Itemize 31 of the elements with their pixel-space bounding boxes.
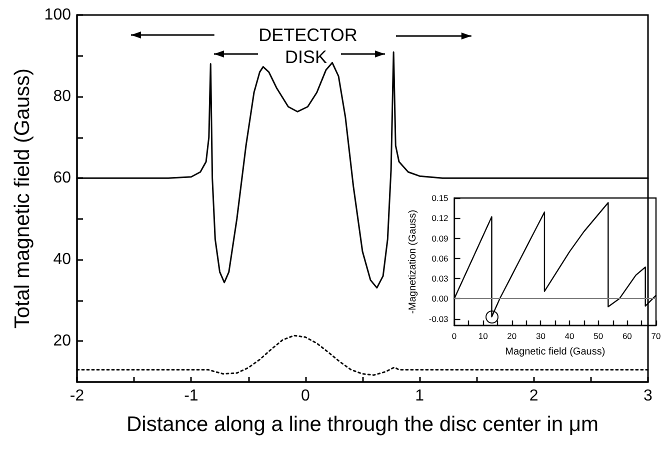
x-tick-label: -2 <box>70 388 84 404</box>
x-axis-title: Magnetic field (Gauss) <box>505 346 606 358</box>
x-tick-label: 10 <box>478 331 488 341</box>
x-tick-label: 3 <box>644 388 653 404</box>
y-tick-label: -0.03 <box>428 314 449 324</box>
x-tick-label: -1 <box>184 388 198 404</box>
x-tick-label: 60 <box>622 331 632 341</box>
x-tick-label: 1 <box>415 388 424 404</box>
y-tick-label: 0.06 <box>432 253 449 264</box>
y-axis-title: Total magnetic field (Gauss) <box>11 68 34 329</box>
y-tick-label: 0.12 <box>432 213 449 224</box>
y-tick-label: 40 <box>53 251 72 268</box>
y-axis-title: -Magnetization (Gauss) <box>408 210 418 314</box>
x-tick-label: 30 <box>536 331 546 341</box>
annotation: DISK <box>284 47 328 67</box>
y-tick-label: 0.15 <box>432 193 449 203</box>
x-tick-label: 2 <box>529 388 538 404</box>
y-tick-label: 0.09 <box>432 233 449 244</box>
x-tick-label: 40 <box>564 331 575 341</box>
y-tick-label: 0.03 <box>432 274 449 284</box>
x-axis-title: Distance along a line through the disc center in μm <box>126 413 599 436</box>
annotation: DETECTOR <box>258 25 358 45</box>
x-tick-label: 70 <box>651 331 661 341</box>
y-tick-label: 80 <box>53 88 72 106</box>
x-tick-label: 0 <box>300 388 310 404</box>
y-tick-label: 0.00 <box>432 294 449 304</box>
x-tick-label: 20 <box>507 331 517 341</box>
y-tick-label: 60 <box>53 170 72 187</box>
x-tick-label: 50 <box>594 331 604 341</box>
y-tick-label: 100 <box>44 6 72 24</box>
x-tick-label: 0 <box>452 331 457 341</box>
